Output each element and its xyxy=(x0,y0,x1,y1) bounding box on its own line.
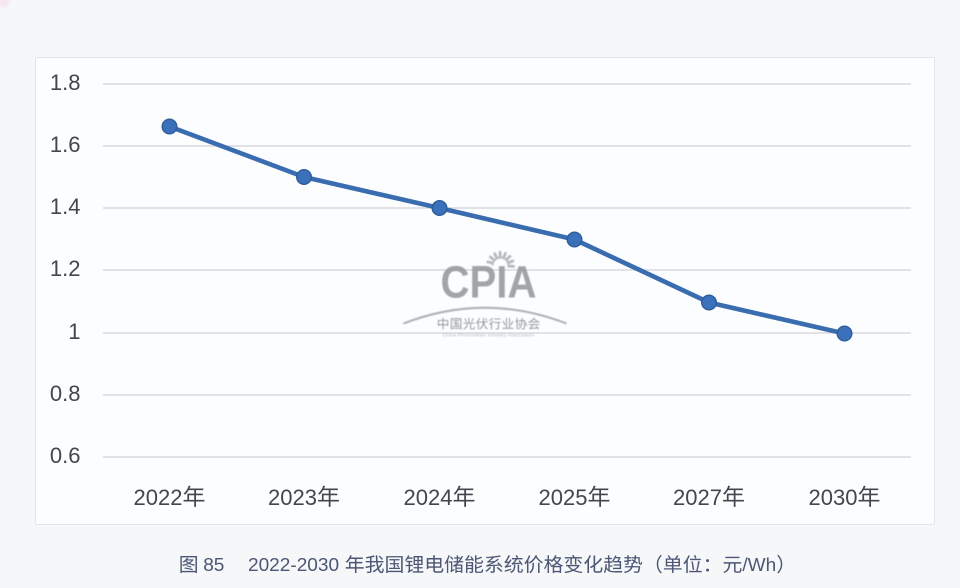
svg-text:1.2: 1.2 xyxy=(50,256,81,281)
svg-text:1.6: 1.6 xyxy=(50,132,81,157)
svg-text:/Wh: /Wh xyxy=(742,554,776,575)
svg-text:2022-2030: 2022-2030 xyxy=(248,554,339,575)
svg-text:2024: 2024 xyxy=(404,485,453,510)
svg-text:2022: 2022 xyxy=(134,485,183,510)
svg-text:1.4: 1.4 xyxy=(50,194,81,219)
svg-text:2030: 2030 xyxy=(809,485,858,510)
svg-text:China Photovoltaic Industry As: China Photovoltaic Industry Association xyxy=(443,332,535,338)
svg-text:1.8: 1.8 xyxy=(50,70,81,95)
svg-text:2025: 2025 xyxy=(539,485,588,510)
svg-text:0.8: 0.8 xyxy=(50,381,81,406)
svg-text:0.6: 0.6 xyxy=(50,443,81,468)
svg-text:85: 85 xyxy=(203,554,224,575)
svg-text:2027: 2027 xyxy=(673,485,722,510)
svg-text:1: 1 xyxy=(68,319,80,344)
svg-text:CPIA: CPIA xyxy=(441,257,537,308)
svg-text:2023: 2023 xyxy=(268,485,317,510)
